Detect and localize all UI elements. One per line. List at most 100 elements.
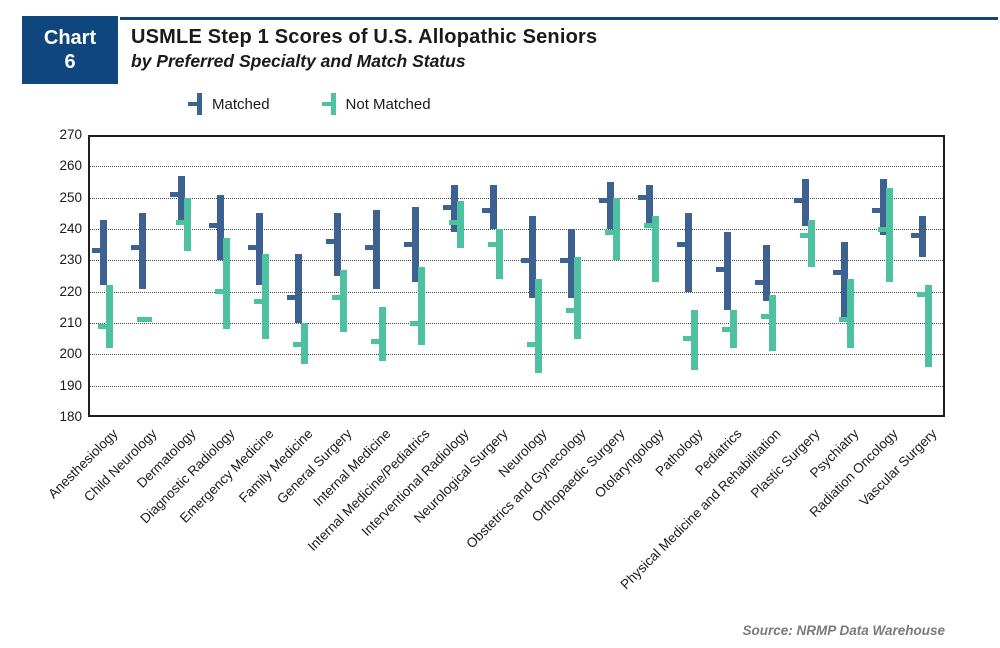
not-matched-mean-tick (877, 226, 893, 232)
not-matched-mean-tick (293, 342, 309, 348)
not-matched-bar (885, 188, 893, 283)
not-matched-mean-tick (488, 242, 504, 248)
matched-mean-tick (482, 207, 498, 213)
not-matched-bar (106, 285, 114, 349)
marker-tick (188, 102, 200, 106)
not-matched-mean-tick (332, 295, 348, 301)
matched-mean-tick (832, 270, 848, 276)
matched-bar (762, 244, 770, 302)
not-matched-bar (807, 219, 815, 267)
matched-bar (684, 213, 692, 292)
gridline (90, 229, 943, 230)
matched-mean-tick (365, 245, 381, 251)
not-matched-bar (924, 285, 932, 367)
matched-mean-tick (793, 198, 809, 204)
badge-number: 6 (64, 51, 76, 73)
legend-label-not-matched: Not Matched (345, 95, 431, 113)
matched-bar (490, 185, 498, 229)
source-note: Source: NRMP Data Warehouse (742, 623, 945, 638)
y-tick-label: 250 (59, 189, 82, 205)
not-matched-bar (496, 229, 504, 280)
matched-bar (295, 254, 303, 323)
x-axis-label: Plastic Surgery (747, 426, 823, 501)
gridline (90, 354, 943, 356)
matched-mean-tick (131, 245, 147, 251)
not-matched-bar (534, 279, 542, 374)
not-matched-mean-tick (838, 317, 854, 323)
not-matched-mean-tick (799, 232, 815, 238)
not-matched-mean-tick (137, 317, 153, 323)
matched-mean-tick (92, 248, 108, 254)
gridline (90, 385, 943, 387)
y-tick-label: 230 (59, 252, 82, 268)
matched-mean-tick (676, 242, 692, 248)
not-matched-bar (262, 254, 270, 339)
not-matched-bar (612, 197, 620, 261)
y-tick-label: 270 (59, 127, 82, 142)
not-matched-mean-tick (215, 289, 231, 295)
not-matched-mean-tick (98, 323, 114, 329)
y-tick-label: 240 (59, 221, 82, 236)
matched-bar (178, 175, 186, 220)
page-title: USMLE Step 1 Scores of U.S. Allopathic S… (131, 26, 598, 48)
legend-item-not-matched: Not Matched (321, 92, 431, 116)
plot-wrapper: 180 190 200 210 220 230 240 250 260 270 Anesthesio… (40, 127, 950, 635)
matched-bar (606, 182, 614, 229)
matched-mean-tick (910, 232, 926, 238)
matched-mean-tick (443, 204, 459, 210)
matched-mean-tick (404, 242, 420, 248)
plot-area (88, 135, 945, 417)
not-matched-range-marker-icon (321, 92, 338, 116)
not-matched-mean-tick (176, 220, 192, 226)
legend-label-matched: Matched (212, 95, 270, 113)
matched-mean-tick (754, 279, 770, 285)
matched-mean-tick (715, 267, 731, 273)
gridline (90, 323, 943, 324)
gridline (90, 166, 943, 168)
y-tick-label: 210 (59, 315, 82, 330)
not-matched-mean-tick (760, 314, 776, 320)
matched-mean-tick (287, 295, 303, 301)
matched-mean-tick (209, 223, 225, 229)
matched-bar (139, 213, 147, 289)
y-tick-label: 180 (59, 409, 82, 424)
matched-bar (879, 178, 887, 236)
marker-tick (321, 102, 334, 106)
matched-mean-tick (598, 198, 614, 204)
matched-mean-tick (326, 239, 342, 245)
y-tick-label: 260 (59, 158, 82, 174)
gridline (90, 197, 943, 199)
matched-bar (334, 213, 342, 276)
not-matched-bar (846, 279, 854, 349)
matched-bar (567, 229, 575, 298)
not-matched-bar (340, 269, 348, 333)
chart-number-badge: Chart 6 (22, 16, 118, 84)
gridline (90, 291, 943, 293)
not-matched-bar (573, 257, 581, 339)
matched-mean-tick (248, 245, 264, 251)
not-matched-bar (379, 307, 387, 361)
y-tick-label: 190 (59, 377, 82, 393)
y-tick-label: 200 (59, 346, 82, 362)
header-rule (120, 17, 998, 20)
not-matched-mean-tick (643, 223, 659, 229)
not-matched-bar (418, 266, 426, 345)
not-matched-mean-tick (682, 336, 698, 342)
not-matched-mean-tick (371, 339, 387, 345)
matched-bar (528, 216, 536, 298)
matched-mean-tick (170, 192, 186, 198)
not-matched-mean-tick (916, 292, 932, 298)
matched-bar (840, 241, 848, 317)
matched-range-marker-icon (188, 92, 204, 116)
not-matched-mean-tick (410, 320, 426, 326)
not-matched-bar (768, 294, 776, 352)
matched-mean-tick (637, 195, 653, 201)
not-matched-mean-tick (604, 229, 620, 235)
not-matched-bar (651, 216, 659, 283)
not-matched-mean-tick (721, 326, 737, 332)
page-subtitle: by Preferred Specialty and Match Status (131, 51, 466, 71)
badge-word: Chart (43, 27, 97, 49)
not-matched-bar (223, 238, 231, 330)
not-matched-mean-tick (526, 342, 542, 348)
